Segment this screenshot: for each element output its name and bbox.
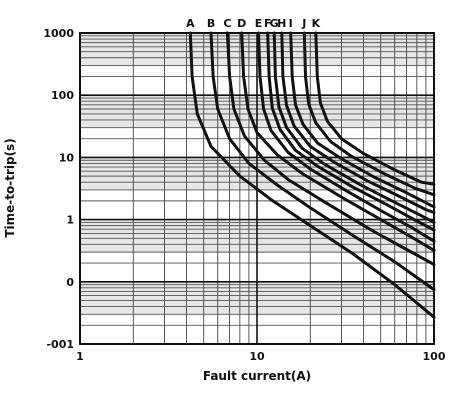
- y-tick-label: 1: [66, 214, 74, 227]
- curves: [188, 31, 436, 319]
- y-tick-label: 1000: [43, 27, 74, 40]
- curve-j: [302, 31, 436, 197]
- x-tick-label: 1: [76, 350, 84, 363]
- y-tick-label: -001: [46, 338, 74, 351]
- curve-k: [314, 31, 436, 186]
- curve-label-i: I: [289, 17, 293, 30]
- y-axis-title: Time-to-trip(s): [3, 138, 17, 237]
- y-tick-label: 0: [66, 276, 74, 289]
- curve-i: [289, 31, 436, 209]
- curve-e: [257, 31, 436, 243]
- curve-label-k: K: [312, 17, 321, 30]
- curve-labels: A B C D E FGH I J K: [186, 17, 321, 30]
- curve-label-g: G: [270, 17, 279, 30]
- curve-b: [209, 31, 436, 292]
- x-tick-labels: 1 10 100: [76, 350, 446, 363]
- curve-label-d: D: [237, 17, 246, 30]
- curve-label-b: B: [207, 17, 215, 30]
- y-tick-label: 100: [51, 89, 74, 102]
- curve-label-j: J: [301, 17, 306, 30]
- curve-label-c: C: [223, 17, 231, 30]
- x-tick-label: 100: [423, 350, 446, 363]
- curve-d: [240, 31, 436, 252]
- curve-h: [280, 31, 436, 214]
- curve-label-a: A: [186, 17, 195, 30]
- curve-c: [225, 31, 436, 266]
- x-axis-title: Fault current(A): [203, 369, 311, 383]
- x-tick-label: 10: [249, 350, 265, 363]
- curve-label-h: H: [277, 17, 286, 30]
- curve-label-e: E: [255, 17, 263, 30]
- curve-a: [188, 31, 436, 319]
- curve-f: [266, 31, 436, 232]
- curve-label-f: F: [264, 17, 272, 30]
- y-tick-label: 10: [59, 151, 75, 164]
- plot-frame: [79, 32, 435, 345]
- curve-g: [272, 31, 436, 224]
